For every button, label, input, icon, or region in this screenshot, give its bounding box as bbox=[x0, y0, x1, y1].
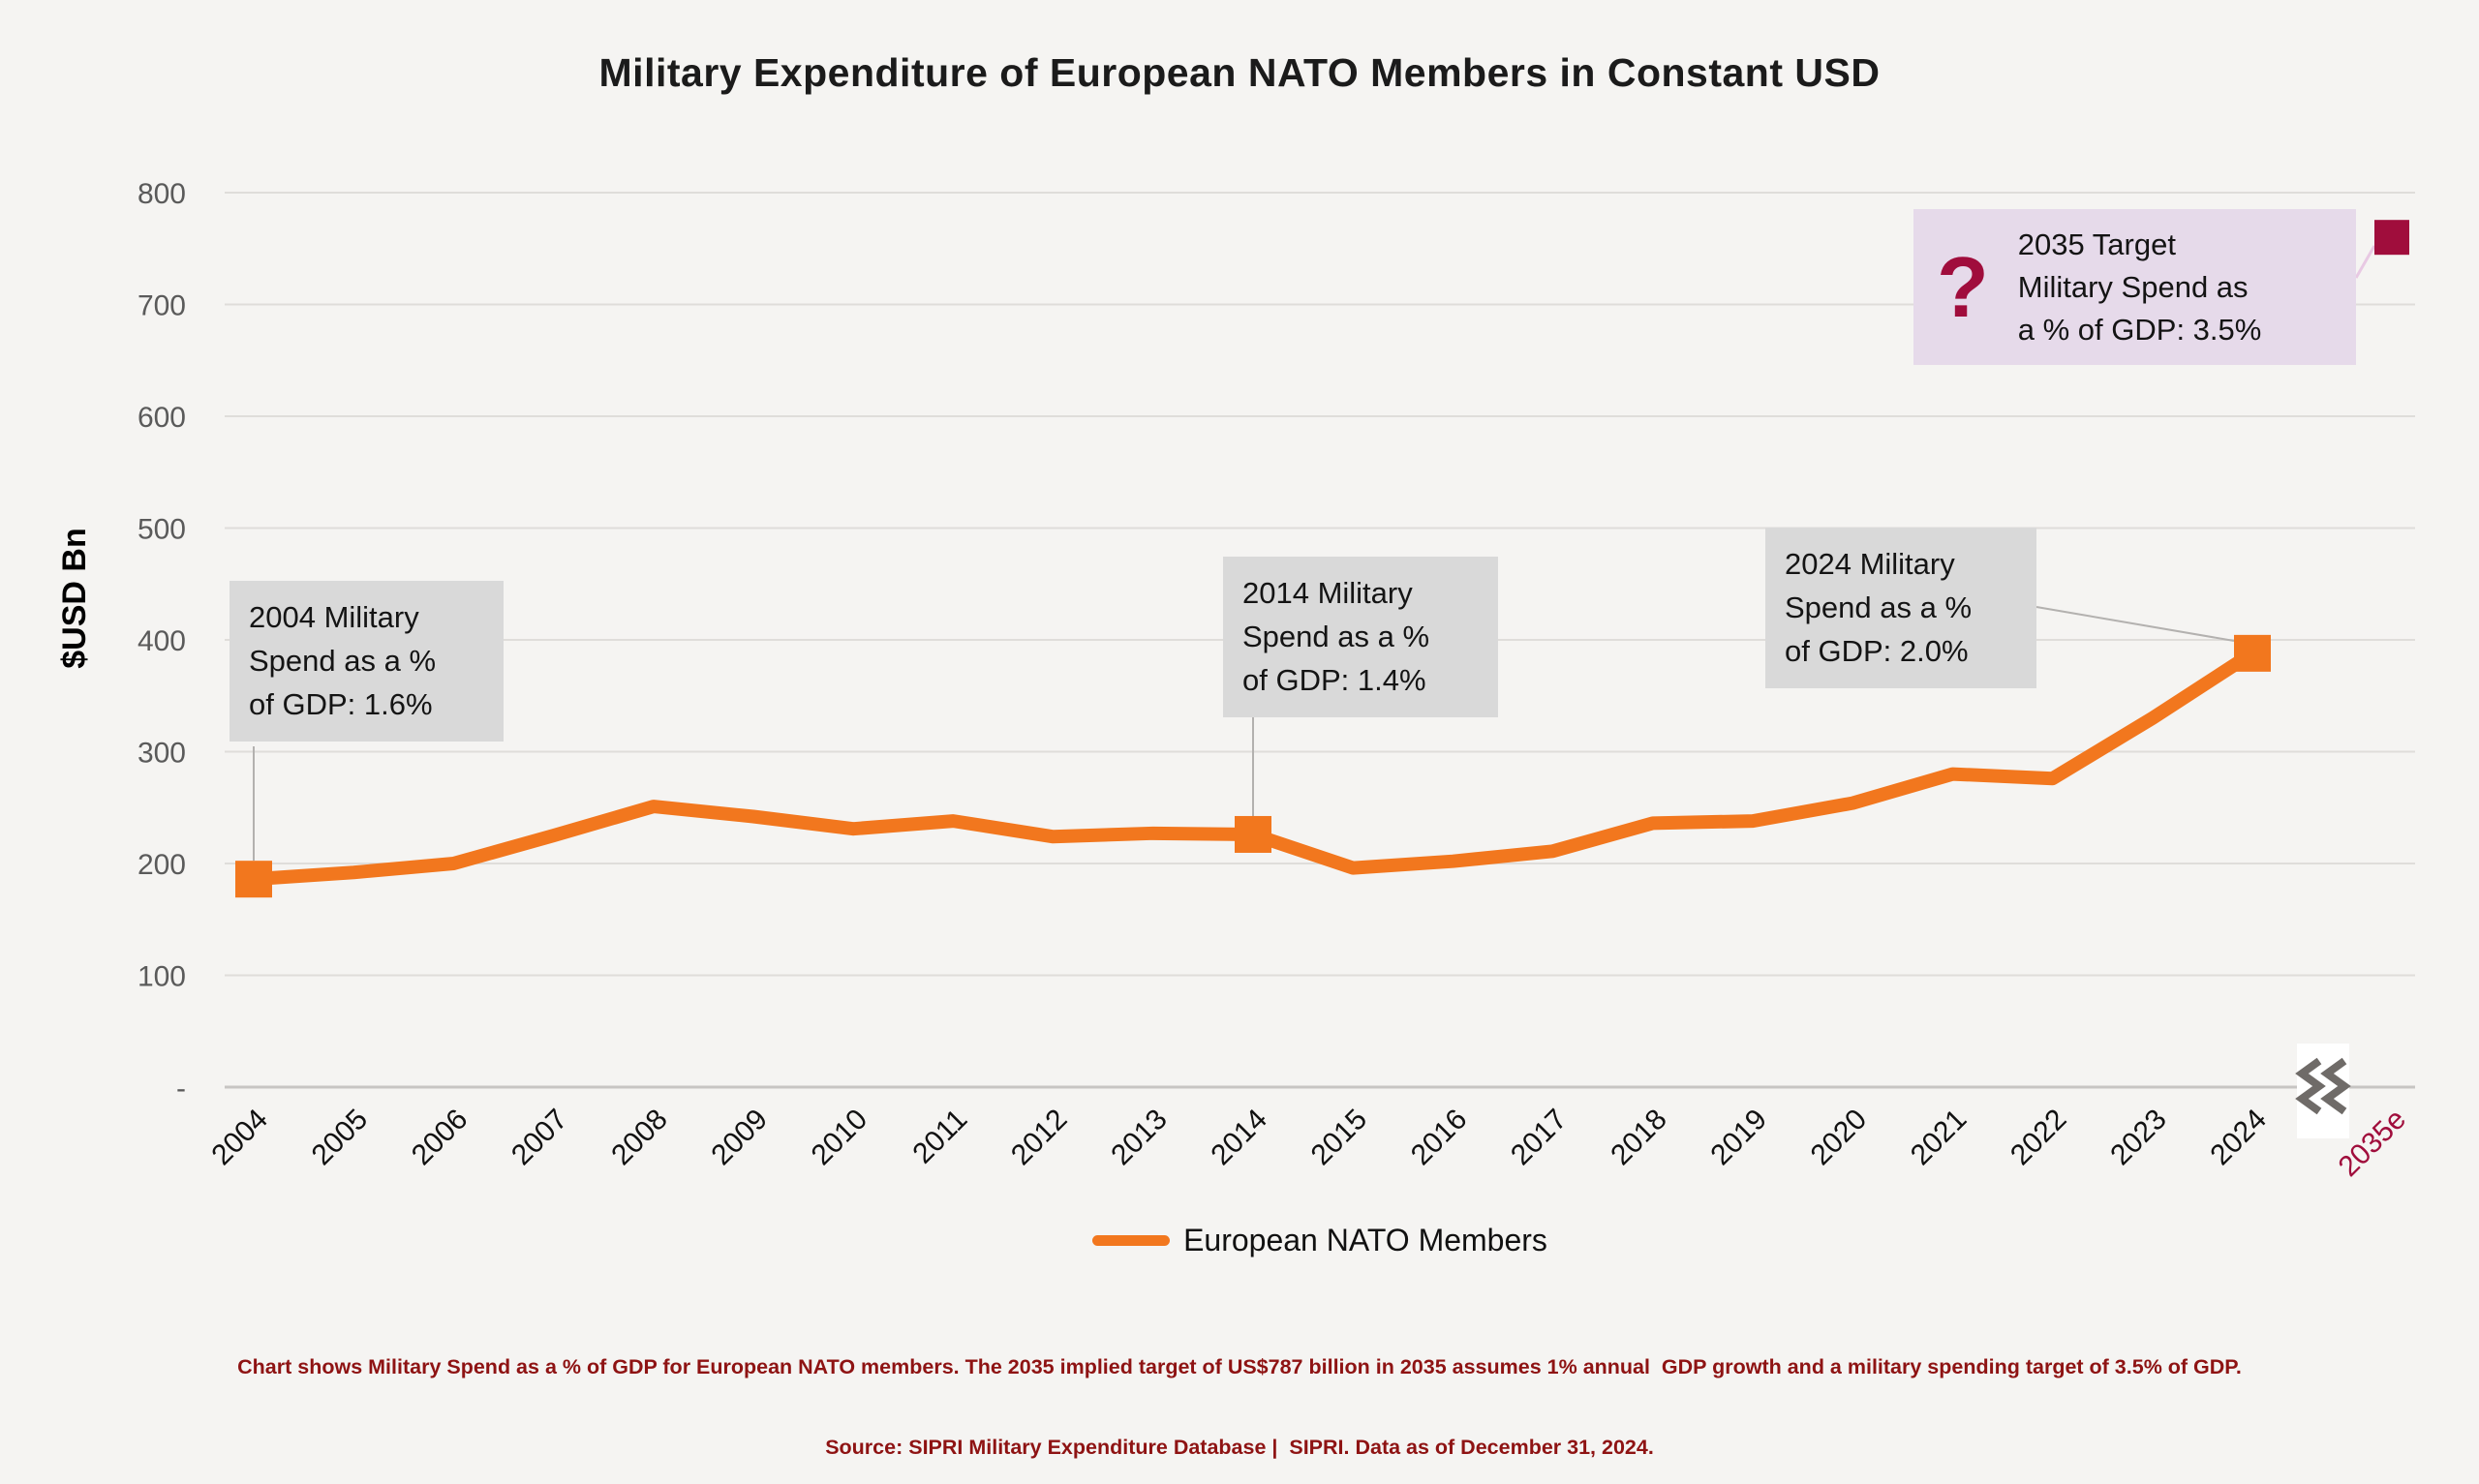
annotation-2035-target: ? 2035 Target Military Spend as a % of G… bbox=[1913, 209, 2356, 365]
y-tick-label: 500 bbox=[138, 514, 186, 546]
y-axis-title: $USD Bn bbox=[56, 528, 93, 668]
page: { "title": "Military Expenditure of Euro… bbox=[56, 50, 2415, 1459]
y-tick-label: 800 bbox=[138, 178, 186, 210]
annotation-2035-text: 2035 Target Military Spend as a % of GDP… bbox=[2017, 227, 2262, 347]
annotation-2024: 2024 Military Spend as a % of GDP: 2.0% bbox=[1765, 528, 2036, 688]
x-tick-label: 2016 bbox=[1405, 1104, 1474, 1172]
x-tick-label: 2017 bbox=[1505, 1104, 1574, 1172]
x-tick-label: 2013 bbox=[1105, 1104, 1174, 1172]
annotation-2014: 2014 Military Spend as a % of GDP: 1.4% bbox=[1223, 557, 1498, 717]
x-tick-label: 2005 bbox=[306, 1104, 375, 1172]
footnote: Chart shows Military Spend as a % of GDP… bbox=[0, 1307, 2479, 1484]
y-tick-label: 100 bbox=[138, 961, 186, 993]
question-mark-icon: ? bbox=[1937, 238, 1989, 335]
x-tick-label: 2023 bbox=[2104, 1104, 2173, 1172]
footnote-line-1: Chart shows Military Spend as a % of GDP… bbox=[237, 1355, 2242, 1378]
legend-line-swatch bbox=[1092, 1235, 1171, 1246]
x-tick-label: 2009 bbox=[705, 1104, 774, 1172]
x-tick-label: 2006 bbox=[406, 1104, 474, 1172]
x-tick-label: 2020 bbox=[1805, 1104, 1874, 1172]
footnote-line-2: Source: SIPRI Military Expenditure Datab… bbox=[825, 1436, 1654, 1459]
x-tick-label: 2022 bbox=[2005, 1104, 2073, 1172]
y-tick-label: 200 bbox=[138, 849, 186, 881]
y-tick-label: 600 bbox=[138, 402, 186, 434]
y-tick-label: 400 bbox=[138, 625, 186, 657]
x-tick-label: 2011 bbox=[906, 1104, 973, 1170]
x-tick-label: 2024 bbox=[2204, 1104, 2273, 1172]
y-tick-label: 300 bbox=[138, 738, 186, 770]
series-marker-2004 bbox=[235, 861, 272, 898]
axis-break-icon bbox=[2320, 1057, 2351, 1115]
x-tick-label: 2012 bbox=[1005, 1104, 1074, 1172]
x-tick-label: 2004 bbox=[205, 1104, 274, 1172]
legend: European NATO Members bbox=[225, 1223, 2415, 1258]
annotation-connector bbox=[2035, 606, 2235, 642]
series-marker-2014 bbox=[1235, 815, 1271, 853]
target-marker-2035e bbox=[2374, 220, 2409, 256]
y-tick-label: 700 bbox=[138, 290, 186, 322]
x-tick-label: 2010 bbox=[806, 1104, 874, 1172]
annotation-2004: 2004 Military Spend as a % of GDP: 1.6% bbox=[230, 581, 504, 742]
x-tick-label: 2014 bbox=[1205, 1104, 1273, 1172]
annotation-connector bbox=[2354, 245, 2376, 279]
x-tick-label: 2018 bbox=[1605, 1104, 1673, 1172]
x-tick-label: 2019 bbox=[1704, 1104, 1773, 1172]
x-tick-label: 2021 bbox=[1905, 1104, 1974, 1172]
series-marker-2024 bbox=[2234, 634, 2271, 672]
axis-break-icon bbox=[2295, 1057, 2326, 1115]
page-title: Military Expenditure of European NATO Me… bbox=[598, 50, 1881, 95]
x-tick-label: 2008 bbox=[605, 1104, 674, 1172]
x-tick-label: 2015 bbox=[1305, 1104, 1374, 1172]
x-tick-label: 2007 bbox=[505, 1104, 574, 1172]
y-tick-label: - bbox=[176, 1073, 186, 1105]
legend-label: European NATO Members bbox=[1183, 1223, 1547, 1257]
